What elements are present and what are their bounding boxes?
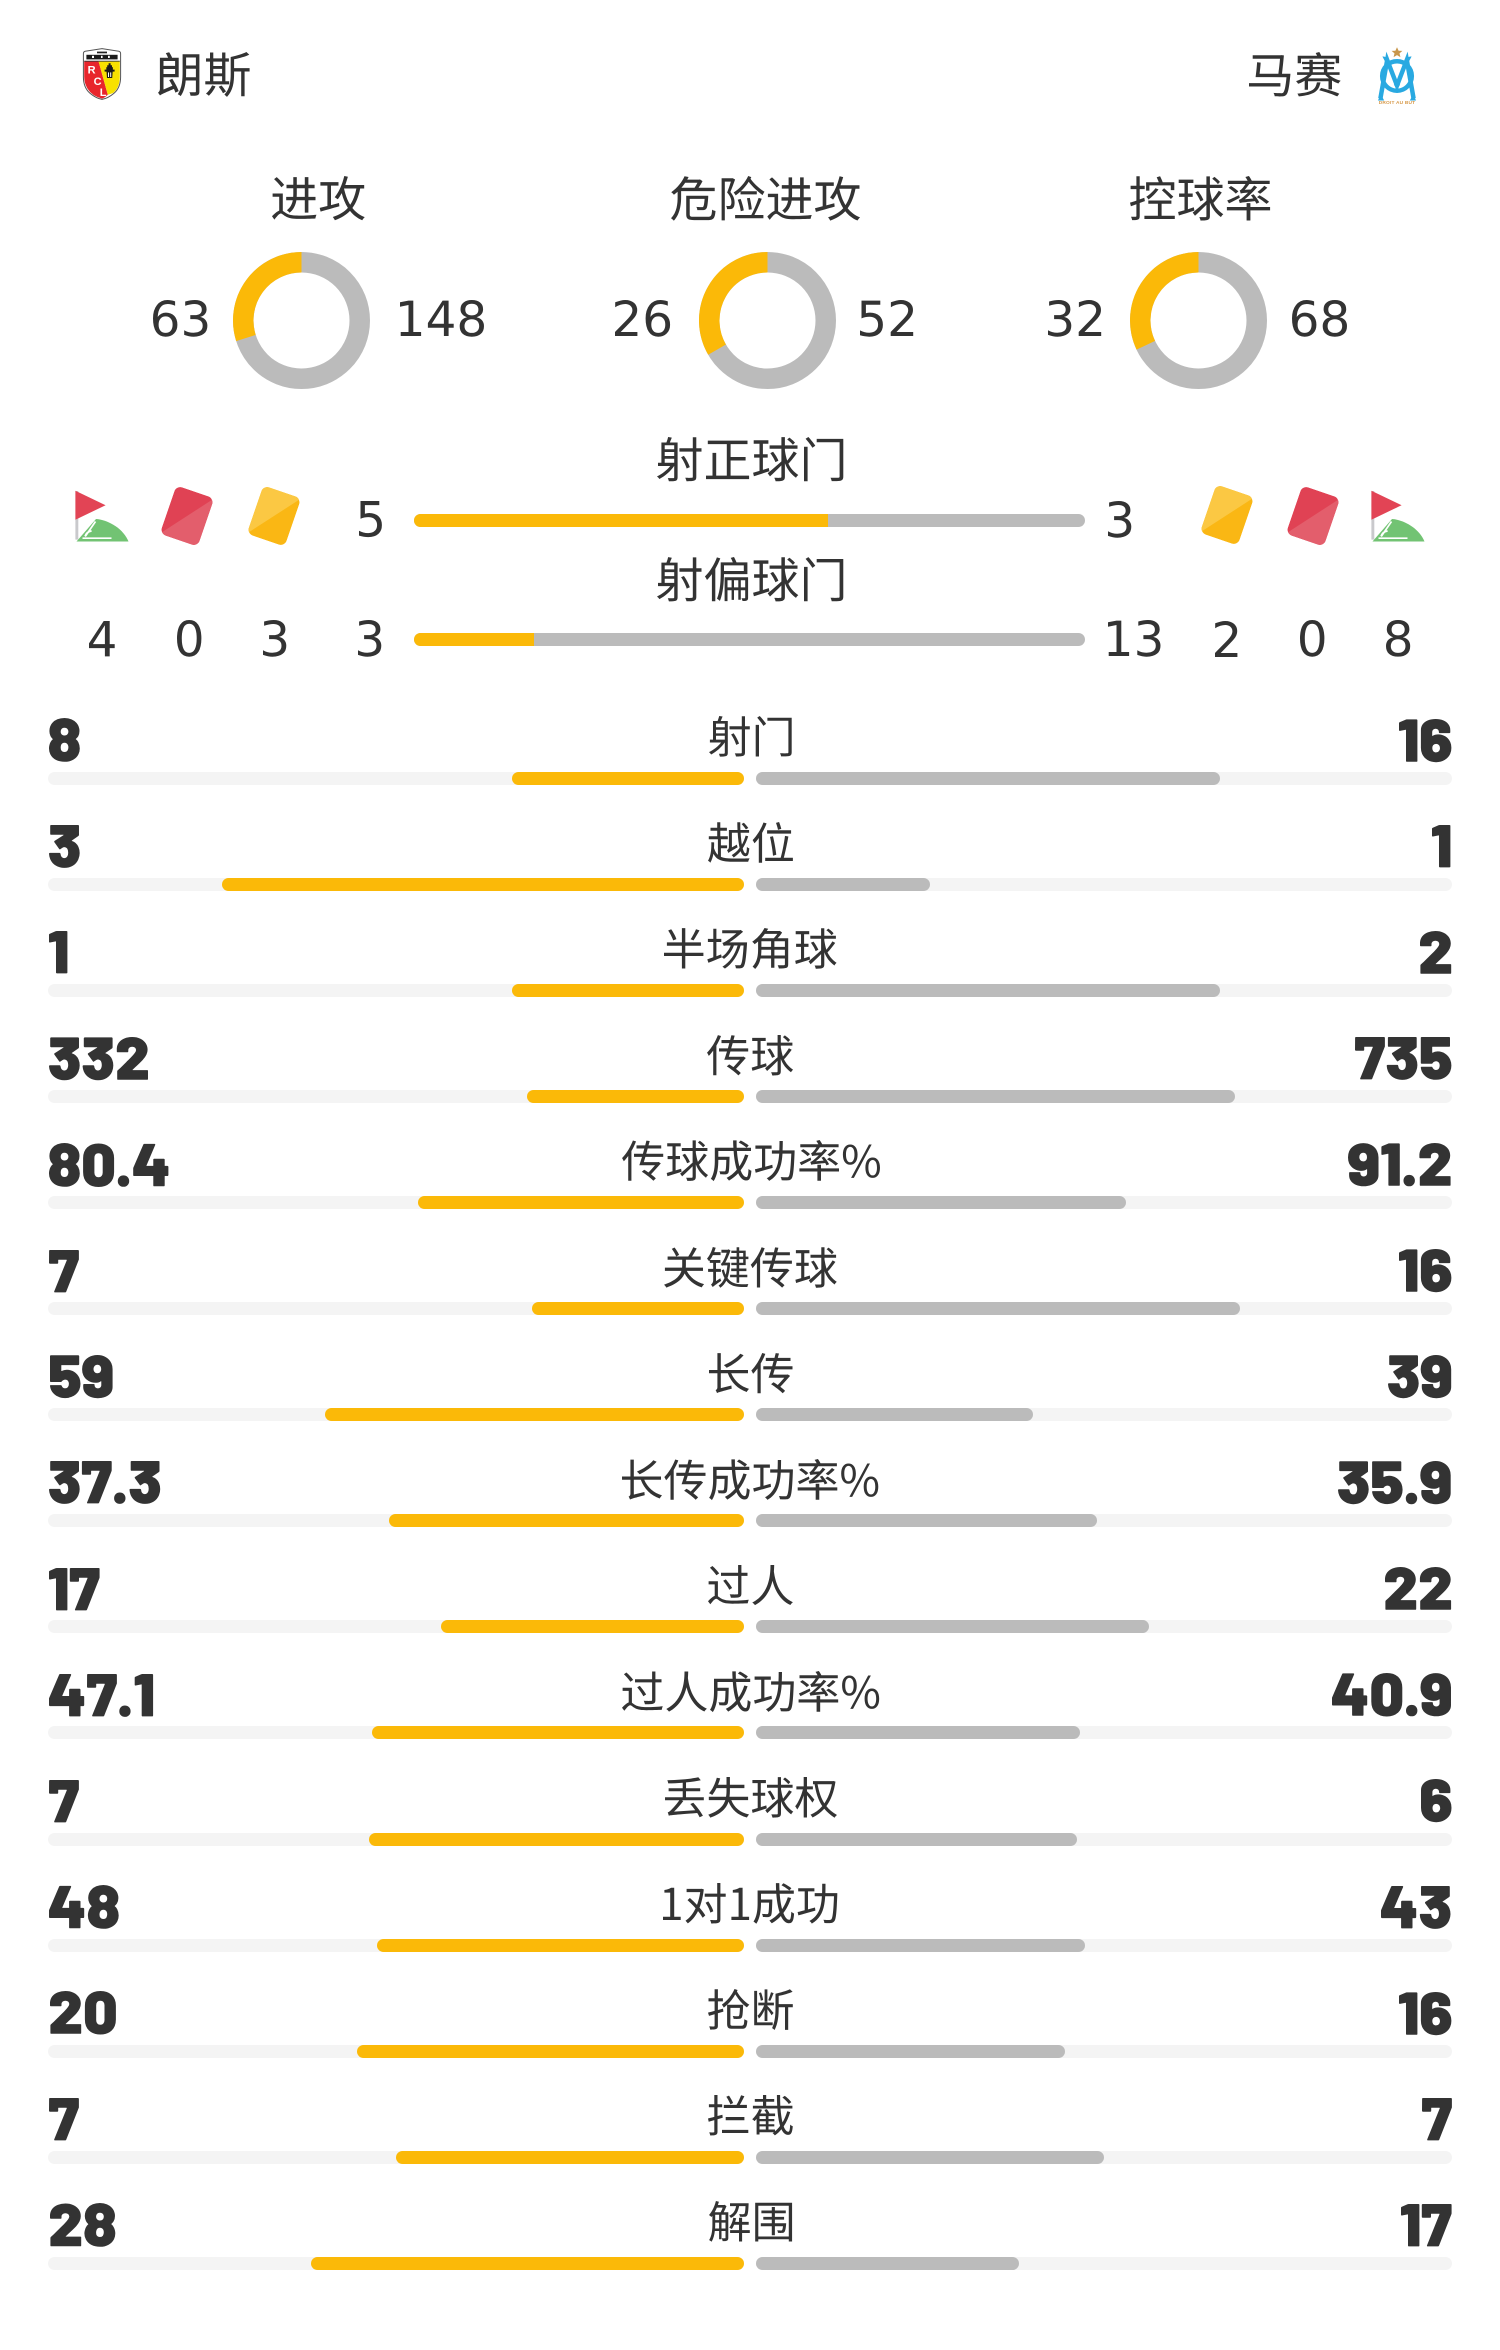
svg-text:C: C [93, 76, 101, 88]
svg-text:L: L [99, 87, 106, 99]
svg-text:R: R [87, 64, 95, 76]
svg-text:DROIT AU BUT: DROIT AU BUT [1379, 100, 1416, 105]
